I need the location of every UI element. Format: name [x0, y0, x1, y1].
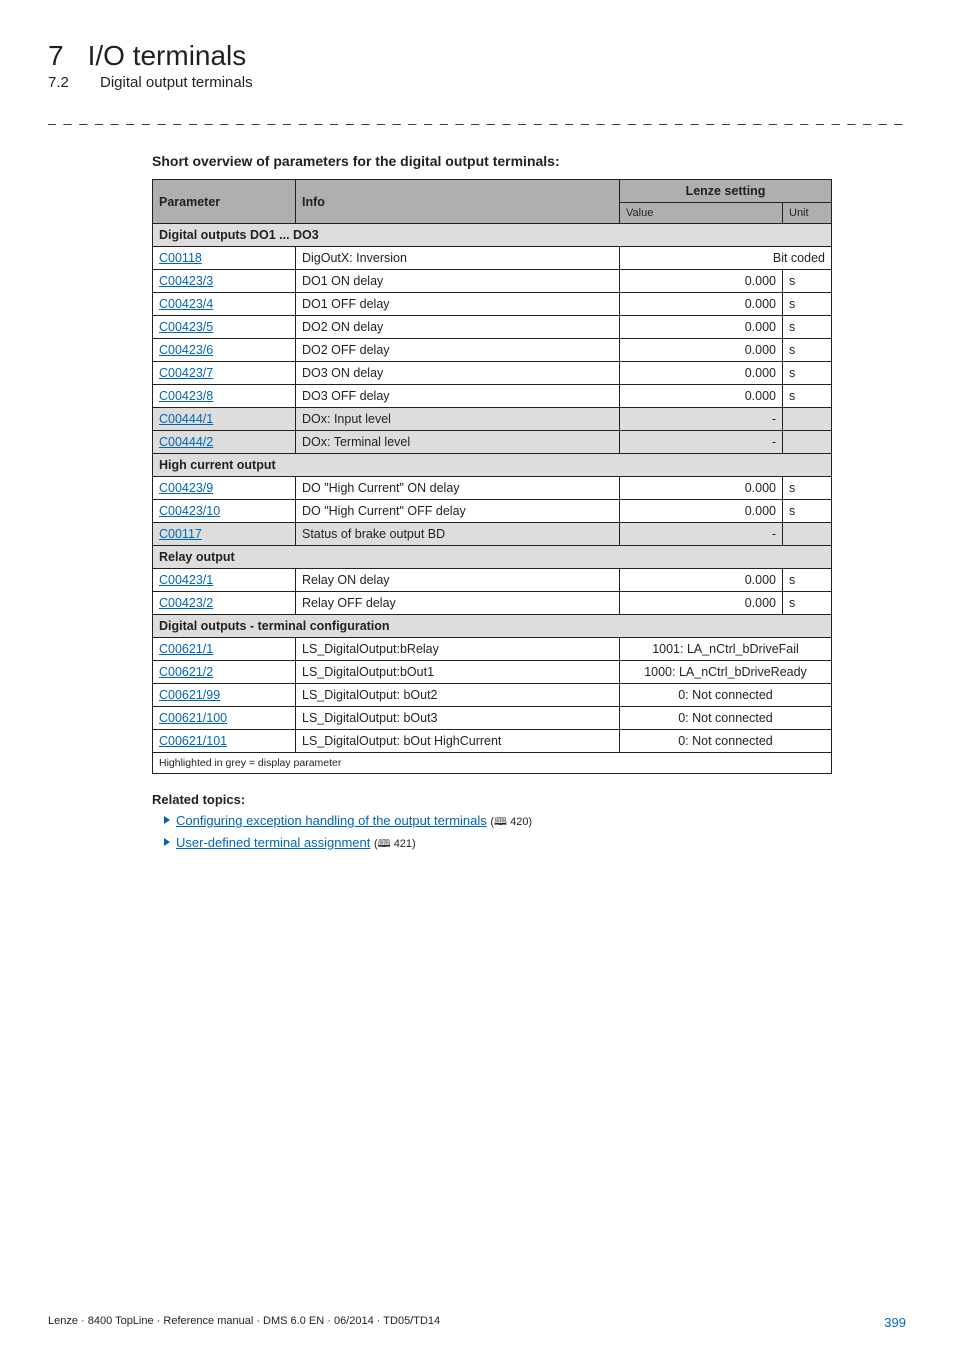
param-link[interactable]: C00118 [159, 251, 202, 265]
chapter-number: 7 [48, 40, 64, 72]
param-link[interactable]: C00423/3 [159, 274, 213, 288]
chapter-title: I/O terminals [88, 40, 247, 72]
param-link[interactable]: C00621/2 [159, 665, 213, 679]
param-link[interactable]: C00423/7 [159, 366, 213, 380]
table-footnote: Highlighted in grey = display parameter [153, 753, 832, 774]
param-value: 0.000 [620, 293, 783, 316]
related-link[interactable]: User-defined terminal assignment [176, 835, 370, 850]
param-value: 0.000 [620, 569, 783, 592]
related-link[interactable]: Configuring exception handling of the ou… [176, 813, 487, 828]
param-info: Status of brake output BD [296, 523, 620, 546]
param-info: LS_DigitalOutput:bOut1 [296, 661, 620, 684]
col-lenze: Lenze setting [620, 180, 832, 203]
param-link[interactable]: C00444/1 [159, 412, 213, 426]
param-link[interactable]: C00423/6 [159, 343, 213, 357]
param-info: Relay OFF delay [296, 592, 620, 615]
param-info: DigOutX: Inversion [296, 247, 620, 270]
param-link[interactable]: C00621/1 [159, 642, 213, 656]
param-unit: s [783, 569, 832, 592]
footer-text: Lenze · 8400 TopLine · Reference manual … [48, 1315, 440, 1330]
related-title: Related topics: [152, 792, 832, 807]
col-info: Info [296, 180, 620, 224]
bullet-icon [164, 816, 170, 824]
param-link[interactable]: C00621/101 [159, 734, 227, 748]
param-info: LS_DigitalOutput: bOut HighCurrent [296, 730, 620, 753]
param-value: - [620, 431, 783, 454]
param-value: 0: Not connected [620, 730, 832, 753]
bullet-icon [164, 838, 170, 846]
param-info: LS_DigitalOutput: bOut3 [296, 707, 620, 730]
param-info: DO1 OFF delay [296, 293, 620, 316]
param-unit [783, 408, 832, 431]
param-value: - [620, 408, 783, 431]
param-unit [783, 523, 832, 546]
param-info: DOx: Input level [296, 408, 620, 431]
param-info: Relay ON delay [296, 569, 620, 592]
section-title: Digital output terminals [100, 74, 253, 91]
param-unit: s [783, 500, 832, 523]
param-value: 0.000 [620, 362, 783, 385]
param-value: 0.000 [620, 592, 783, 615]
param-info: DO3 ON delay [296, 362, 620, 385]
param-value: 0.000 [620, 316, 783, 339]
param-link[interactable]: C00423/5 [159, 320, 213, 334]
param-value: Bit coded [620, 247, 832, 270]
col-unit: Unit [783, 203, 832, 224]
param-value: - [620, 523, 783, 546]
param-unit: s [783, 293, 832, 316]
page-ref: (🕮 421) [374, 838, 416, 850]
param-value: 1000: LA_nCtrl_bDriveReady [620, 661, 832, 684]
related-item: User-defined terminal assignment (🕮 421) [164, 835, 832, 854]
param-value: 0: Not connected [620, 684, 832, 707]
param-info: DO3 OFF delay [296, 385, 620, 408]
param-link[interactable]: C00621/99 [159, 688, 220, 702]
parameter-table: Parameter Info Lenze setting Value Unit … [152, 179, 832, 774]
col-parameter: Parameter [153, 180, 296, 224]
param-info: DO2 OFF delay [296, 339, 620, 362]
param-value: 0.000 [620, 477, 783, 500]
group-header: Digital outputs DO1 ... DO3 [153, 224, 832, 247]
overview-title: Short overview of parameters for the dig… [152, 153, 832, 169]
param-link[interactable]: C00423/9 [159, 481, 213, 495]
param-link[interactable]: C00444/2 [159, 435, 213, 449]
param-value: 0.000 [620, 500, 783, 523]
param-value: 1001: LA_nCtrl_bDriveFail [620, 638, 832, 661]
param-value: 0.000 [620, 385, 783, 408]
group-header: Relay output [153, 546, 832, 569]
param-unit: s [783, 592, 832, 615]
group-header: High current output [153, 454, 832, 477]
param-unit: s [783, 477, 832, 500]
param-info: LS_DigitalOutput:bRelay [296, 638, 620, 661]
param-info: DO "High Current" ON delay [296, 477, 620, 500]
param-link[interactable]: C00423/8 [159, 389, 213, 403]
page-ref: (🕮 420) [490, 816, 532, 828]
related-item: Configuring exception handling of the ou… [164, 813, 832, 832]
param-link[interactable]: C00423/2 [159, 596, 213, 610]
param-link[interactable]: C00423/4 [159, 297, 213, 311]
param-link[interactable]: C00423/1 [159, 573, 213, 587]
param-unit: s [783, 316, 832, 339]
col-value: Value [620, 203, 783, 224]
param-info: DOx: Terminal level [296, 431, 620, 454]
page-number: 399 [884, 1315, 906, 1330]
divider: _ _ _ _ _ _ _ _ _ _ _ _ _ _ _ _ _ _ _ _ … [48, 109, 906, 125]
param-link[interactable]: C00423/10 [159, 504, 220, 518]
param-unit: s [783, 385, 832, 408]
param-unit [783, 431, 832, 454]
group-header: Digital outputs - terminal configuration [153, 615, 832, 638]
param-link[interactable]: C00621/100 [159, 711, 227, 725]
param-unit: s [783, 362, 832, 385]
param-value: 0.000 [620, 339, 783, 362]
param-unit: s [783, 270, 832, 293]
param-info: LS_DigitalOutput: bOut2 [296, 684, 620, 707]
param-link[interactable]: C00117 [159, 527, 202, 541]
param-value: 0: Not connected [620, 707, 832, 730]
param-value: 0.000 [620, 270, 783, 293]
param-unit: s [783, 339, 832, 362]
section-number: 7.2 [48, 74, 76, 91]
param-info: DO1 ON delay [296, 270, 620, 293]
param-info: DO "High Current" OFF delay [296, 500, 620, 523]
param-info: DO2 ON delay [296, 316, 620, 339]
